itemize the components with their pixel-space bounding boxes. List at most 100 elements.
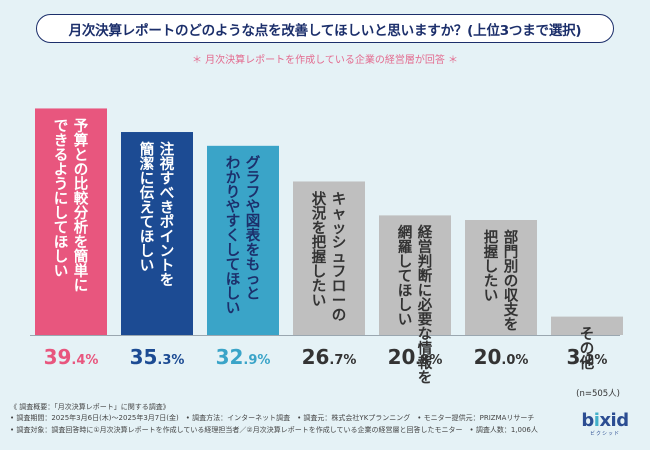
bar-label-char: 析 — [74, 218, 89, 236]
bar-label-char: う — [54, 176, 69, 193]
bar-label-char: も — [246, 257, 261, 274]
bar-label-char: 潔 — [140, 155, 155, 173]
bar-label-char: 比 — [74, 175, 89, 193]
bar-label-char: 把 — [312, 233, 327, 251]
bar-label-char: 分 — [74, 205, 89, 222]
bixid-logo: bixid ビクシッド — [575, 410, 635, 438]
bar-label-char: と — [74, 147, 89, 164]
bar-label-char: に — [140, 171, 155, 187]
bar-label-char: 羅 — [398, 239, 413, 256]
bar-label-char: キ — [332, 192, 347, 208]
bar-label-char: い — [484, 288, 499, 304]
bar-label-char: り — [226, 184, 241, 201]
bar — [293, 181, 365, 335]
bar-label-char: に — [418, 284, 433, 300]
bar-label-char: ト — [160, 258, 175, 274]
bar-label-char: ッ — [332, 221, 347, 237]
bar-label-char: 判 — [418, 253, 433, 271]
bar-label-char: の — [74, 162, 89, 178]
chart-title: 月次決算レポートのどのような点を改善してほしいと思いますか？(上位3つまで選択) — [68, 22, 582, 39]
bar-label-char: イ — [160, 229, 175, 245]
bar-label-char: 算 — [74, 131, 89, 149]
logo-text-i: i — [593, 410, 600, 431]
bar-label-char: シ — [332, 235, 347, 251]
bar — [551, 316, 623, 335]
bar-label-char: を — [504, 316, 519, 333]
chart-subtitle: ＊ 月次決算レポートを作成している企業の経営層が回答 ＊ — [191, 55, 459, 66]
bar-label-char: で — [54, 119, 69, 135]
bar-label-char: す — [160, 170, 175, 187]
bar — [465, 220, 537, 335]
value-label: 26.7% — [302, 345, 357, 369]
bar-label-char: し — [226, 286, 241, 303]
sample-size: (n=505人) — [576, 389, 620, 399]
bar-label-char: フ — [332, 264, 347, 280]
bar-label-char: 注 — [160, 140, 175, 158]
bar-label-char: い — [226, 301, 241, 317]
logo-subtext: ビクシッド — [589, 431, 620, 437]
note-line: • 調査対象：調査回答時に①月次決算レポートを作成している経理担当者／②月次決算… — [10, 425, 538, 434]
bar-label-char: た — [484, 273, 499, 290]
bar-label-char: ほ — [226, 271, 241, 288]
bar-label-char: て — [140, 215, 155, 231]
bar-label-char: 断 — [418, 267, 433, 285]
bar-label-char: ほ — [54, 234, 69, 251]
bar — [207, 145, 279, 335]
value-label: 32.9% — [216, 345, 271, 369]
bar-label-char: し — [140, 243, 155, 260]
bar-label-char: ほ — [140, 228, 155, 245]
bar-label-char: 握 — [312, 248, 327, 266]
bar-label-char: し — [398, 254, 413, 271]
bar-label-char: て — [398, 269, 413, 285]
bar-label-char: ュ — [332, 250, 347, 266]
bar-label-char: 視 — [159, 155, 175, 173]
bar-label-char: や — [246, 199, 261, 216]
bar-label-char: 網 — [398, 224, 413, 242]
bar-label-char: わ — [226, 155, 241, 172]
bar-label-char: ラ — [246, 171, 261, 187]
title-box: 月次決算レポートのどのような点を改善してほしいと思いますか？(上位3つまで選択) — [36, 14, 614, 43]
value-label: 39.4% — [44, 345, 99, 369]
value-label: 20.8% — [388, 345, 443, 369]
bar-label-char: え — [140, 199, 155, 216]
bar-label-char: グ — [246, 154, 261, 172]
bar-label-char: 図 — [246, 213, 261, 230]
bar-label-char: し — [226, 242, 241, 259]
bar-label-char: ャ — [332, 206, 347, 222]
bar-label-char: フ — [246, 185, 261, 201]
bar-label-char: な — [418, 326, 433, 343]
bar-label-char: の — [504, 274, 519, 290]
bar-label-char: す — [226, 213, 241, 230]
value-label: 3.2% — [567, 345, 608, 369]
bar-label-char: 情 — [418, 340, 433, 358]
bar-label-char: い — [140, 258, 155, 274]
value-label: 35.3% — [130, 345, 185, 369]
bar-label-char: 較 — [74, 189, 89, 207]
bar-label-char: て — [226, 258, 241, 274]
logo-text: xid — [599, 410, 629, 431]
bar-label-char: ー — [332, 293, 347, 309]
bar-label-char: を — [160, 272, 175, 289]
bar — [121, 132, 193, 335]
bar-label-char: ロ — [332, 279, 347, 295]
bar-label-char: た — [312, 278, 327, 295]
bar-label-char: 簡 — [74, 247, 89, 265]
logo-text: b — [581, 410, 594, 431]
bar-label-char: い — [312, 293, 327, 309]
bar-label-char: か — [226, 170, 241, 187]
bar-label-char: の — [580, 341, 595, 357]
bar-label-char: 予 — [74, 118, 89, 135]
bar — [35, 108, 107, 335]
bar-label-char: 簡 — [140, 140, 155, 158]
bar-label-char: 況 — [312, 204, 327, 222]
bar-label-char: い — [398, 313, 413, 329]
bar-label-char: に — [54, 191, 69, 207]
survey-notes: 《 調査概要：「月次決算レポート」に関する調査》 • 調査期間：2025年3月6… — [10, 402, 538, 436]
bar-label-char: 別 — [503, 258, 519, 275]
bar-label-char: 営 — [418, 238, 433, 256]
bar-label-char: っ — [246, 272, 261, 288]
bar-label-char: 門 — [504, 244, 519, 261]
bar-label-char: い — [54, 264, 69, 280]
bar-label-char: 表 — [246, 227, 261, 245]
bar-label-char: そ — [580, 327, 595, 343]
